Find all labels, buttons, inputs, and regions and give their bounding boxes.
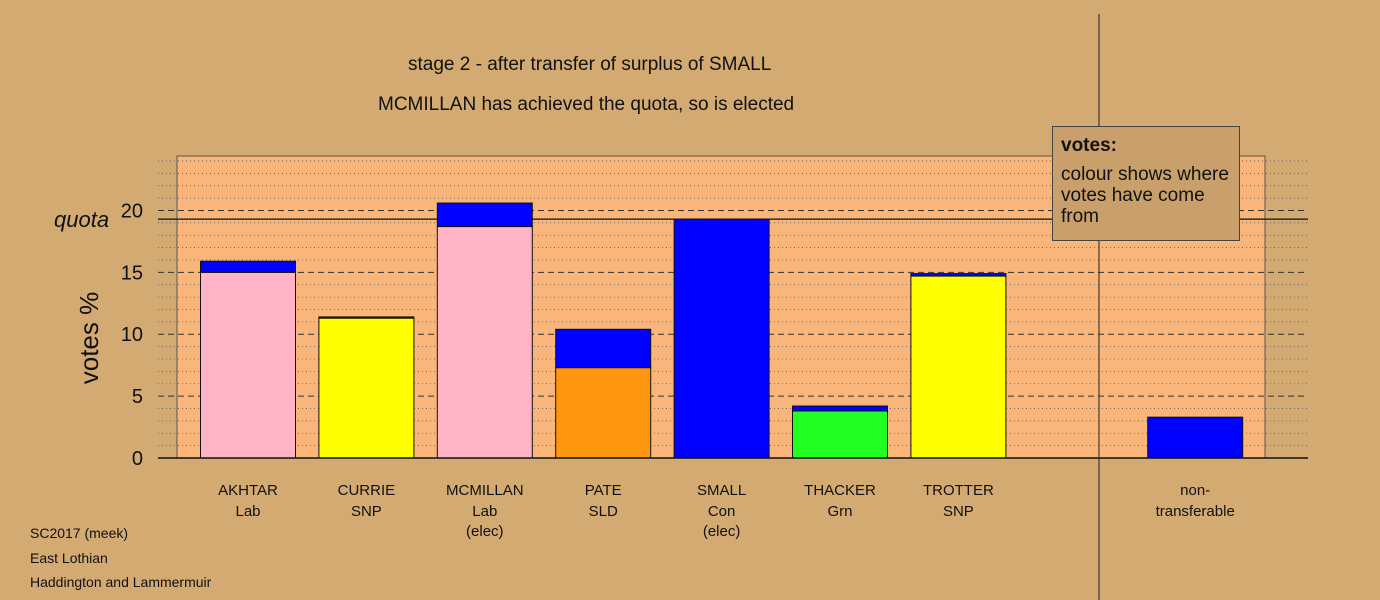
legend-title: votes:	[1061, 135, 1117, 156]
footer-council: East Lothian	[30, 550, 108, 566]
x-tick-label-name: CURRIE	[338, 482, 396, 499]
x-tick-label-party: SNP	[943, 503, 974, 520]
quota-label: quota	[54, 207, 109, 232]
bar-segment	[910, 275, 1007, 459]
bar-segment	[200, 271, 296, 459]
x-tick-label-party: transferable	[1156, 503, 1235, 520]
bar-segment	[318, 316, 415, 319]
y-axis-label: votes %	[74, 292, 104, 385]
bar-segment	[792, 410, 888, 459]
x-tick-label-name: non-	[1180, 482, 1210, 499]
x-tick-label-party: Lab	[235, 503, 260, 520]
bar-segment	[792, 405, 888, 412]
bar-segment	[1147, 416, 1244, 459]
x-tick-label-note: (elec)	[466, 523, 504, 540]
chart-title: stage 2 - after transfer of surplus of S…	[408, 54, 772, 75]
x-tick-label-party: SNP	[351, 503, 382, 520]
bar-segment	[673, 218, 770, 459]
y-tick-label: 0	[132, 448, 143, 470]
chart-subtitle: MCMILLAN has achieved the quota, so is e…	[378, 94, 795, 115]
x-tick-label-note: (elec)	[703, 523, 741, 540]
x-tick-label-name: PATE	[585, 482, 622, 499]
x-tick-label-party: SLD	[589, 503, 618, 520]
x-tick-label-name: AKHTAR	[218, 482, 278, 499]
bar-segment	[555, 328, 652, 369]
x-tick-label-party: Grn	[827, 503, 852, 520]
x-tick-label-name: THACKER	[804, 482, 876, 499]
y-tick-label: 15	[121, 262, 143, 284]
y-tick-label: 10	[121, 324, 143, 346]
bar-segment	[200, 260, 296, 273]
legend-box: votes: colour shows where votes have com…	[1052, 126, 1240, 241]
footer-election: SC2017 (meek)	[30, 525, 129, 541]
bar-segment	[436, 202, 533, 228]
x-tick-label-party: Lab	[472, 503, 497, 520]
x-tick-label-name: SMALL	[697, 482, 746, 499]
footer-ward: Haddington and Lammermuir	[30, 574, 212, 590]
bar-segment	[555, 367, 652, 459]
y-tick-label: 5	[132, 386, 143, 408]
bar-segment	[318, 317, 415, 459]
x-tick-label-name: MCMILLAN	[446, 482, 524, 499]
legend-text: colour shows where votes have come from	[1061, 164, 1229, 227]
bar-segment	[436, 226, 533, 459]
y-tick-label: 20	[121, 200, 143, 222]
x-tick-label-name: TROTTER	[923, 482, 994, 499]
bar-segment	[910, 273, 1007, 277]
x-tick-label-party: Con	[708, 503, 736, 520]
